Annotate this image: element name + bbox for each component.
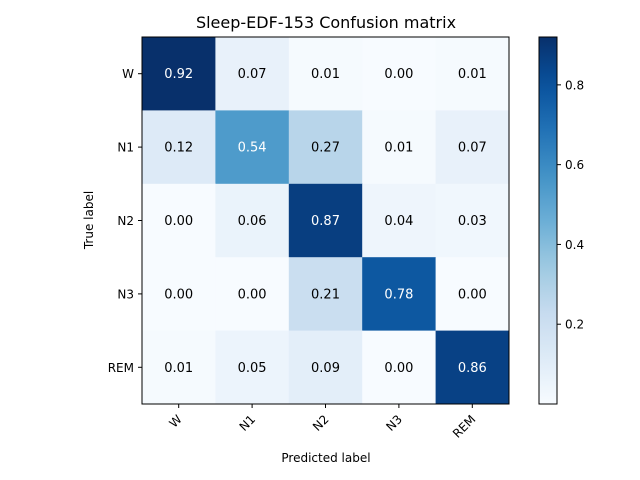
colorbar-tick-label: 0.4 [565,238,584,252]
y-tick-label: N1 [117,141,134,155]
y-axis-ticks: W N1 N2 N3 REM [108,67,142,375]
heatmap-cell [362,37,437,111]
cell-value-label: 0.09 [311,361,340,376]
heatmap-cell [142,37,216,111]
cell-value-label: 0.00 [164,214,193,229]
cell-value-label: 0.92 [164,67,193,82]
heatmap-cells [142,37,510,405]
heatmap-cell [362,257,437,332]
cell-value-label: 0.78 [384,287,413,302]
cell-value-label: 0.07 [238,67,267,82]
y-tick-label: W [122,67,134,81]
x-tick-label: N1 [237,412,259,434]
cell-value-label: 0.54 [238,141,267,156]
cell-value-label: 0.27 [311,141,340,156]
cell-value-label: 0.03 [458,214,487,229]
cell-value-label: 0.87 [311,214,340,229]
x-axis-label: Predicted label [281,451,370,465]
cell-value-label: 0.00 [164,287,193,302]
cell-value-label: 0.01 [384,141,413,156]
x-tick-label: W [167,412,185,430]
cell-value-label: 0.00 [384,361,413,376]
heatmap-cell [288,110,363,185]
heatmap-cell [435,257,510,332]
y-tick-label: N2 [117,214,134,228]
heatmap-cell [142,110,216,185]
x-tick-label: N3 [383,412,405,434]
cell-value-label: 0.00 [238,287,267,302]
cell-value-label: 0.01 [311,67,340,82]
colorbar [538,36,558,405]
cell-value-label: 0.01 [164,361,193,376]
heatmap-cell [215,257,290,332]
heatmap-cell [215,183,290,258]
heatmap-cell [362,110,437,185]
colorbar-tick-label: 0.6 [565,158,584,172]
heatmap-cell [435,37,510,111]
cell-value-label: 0.05 [238,361,267,376]
x-axis-ticks: W N1 N2 N3 REM [167,404,478,441]
colorbar-ticks: 0.2 0.4 0.6 0.8 [557,78,584,332]
heatmap-cell [215,110,290,185]
x-tick-label: REM [450,412,478,440]
y-tick-label: N3 [117,287,134,301]
heatmap-cell [362,330,437,405]
heatmap-cell [142,257,216,332]
heatmap-cell [215,37,290,111]
heatmap-cell [288,330,363,405]
heatmap-cell [362,183,437,258]
chart-title: Sleep-EDF-153 Confusion matrix [196,13,456,32]
cell-value-label: 0.21 [311,287,340,302]
heatmap-cell [435,110,510,185]
heatmap-cell [142,183,216,258]
heatmap-cell [435,183,510,258]
cell-value-label: 0.07 [458,141,487,156]
x-tick-label: N2 [310,412,332,434]
heatmap-cell [288,257,363,332]
colorbar-tick-label: 0.2 [565,318,584,332]
cell-value-label: 0.86 [458,361,487,376]
heatmap-cell-labels: 0.92 0.07 0.01 0.00 0.01 0.12 0.54 0.27 0.01 0.07… [164,67,487,376]
cell-value-label: 0.04 [384,214,413,229]
cell-value-label: 0.01 [458,67,487,82]
cell-value-label: 0.00 [384,67,413,82]
y-axis-label: True label [82,191,96,250]
heatmap-cell [288,37,363,111]
cell-value-label: 0.12 [164,141,193,156]
y-tick-label: REM [108,361,134,375]
heatmap-cell [142,330,216,405]
cell-value-label: 0.00 [458,287,487,302]
colorbar-tick-label: 0.8 [565,78,584,92]
heatmap-cell [215,330,290,405]
heatmap-cell [435,330,510,405]
cell-value-label: 0.06 [238,214,267,229]
heatmap-cell [288,183,363,258]
